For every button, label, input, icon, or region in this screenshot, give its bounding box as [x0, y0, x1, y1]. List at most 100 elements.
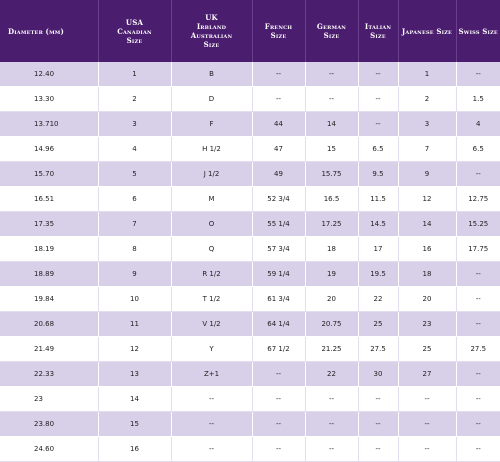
cell-german: 14: [305, 111, 359, 137]
header-row: Diameter (mm) USA Canadian Size UK Irbland A…: [0, 0, 500, 62]
cell-diameter: 12.40: [0, 62, 99, 87]
cell-italian: 9.5: [358, 161, 399, 187]
cell-french: 64 1/4: [252, 311, 306, 337]
cell-italian: 27.5: [358, 336, 399, 362]
header-text: Italian: [364, 22, 392, 31]
cell-german: 17.25: [305, 211, 359, 237]
header-french: French Size: [252, 0, 306, 62]
cell-usa-canadian: 7: [98, 211, 172, 237]
cell-swiss: --: [456, 161, 500, 187]
cell-swiss: 12.75: [456, 186, 500, 212]
cell-italian: --: [358, 386, 399, 412]
cell-french: 57 3/4: [252, 236, 306, 262]
cell-diameter: 18.19: [0, 236, 99, 262]
table-row: 17.35 7 O 55 1/4 17.25 14.5 14 15.25: [0, 211, 500, 237]
header-japanese: Japanese Size: [398, 0, 457, 62]
cell-french: 55 1/4: [252, 211, 306, 237]
table-body: 12.40 1 B -- -- -- 1 -- 13.30 2 D -- -- -- 2 1.5 13.710 3…: [0, 62, 500, 462]
cell-uk-ireland-australian: B: [171, 62, 253, 87]
header-usa-canadian: USA Canadian Size: [98, 0, 172, 62]
cell-diameter: 23.80: [0, 411, 99, 437]
cell-uk-ireland-australian: --: [171, 436, 253, 462]
cell-uk-ireland-australian: Q: [171, 236, 253, 262]
cell-usa-canadian: 1: [98, 62, 172, 87]
cell-french: 47: [252, 136, 306, 162]
cell-japanese: --: [398, 436, 457, 462]
cell-japanese: 2: [398, 86, 457, 112]
cell-diameter: 21.49: [0, 336, 99, 362]
cell-swiss: --: [456, 62, 500, 87]
cell-uk-ireland-australian: Y: [171, 336, 253, 362]
cell-german: 20.75: [305, 311, 359, 337]
header-uk-ireland-australian: UK Irbland Australian Size: [171, 0, 253, 62]
table-header: Diameter (mm) USA Canadian Size UK Irbland A…: [0, 0, 500, 62]
cell-swiss: 4: [456, 111, 500, 137]
cell-uk-ireland-australian: --: [171, 386, 253, 412]
cell-german: --: [305, 62, 359, 87]
cell-swiss: 17.75: [456, 236, 500, 262]
cell-swiss: 27.5: [456, 336, 500, 362]
cell-diameter: 20.68: [0, 311, 99, 337]
cell-french: --: [252, 62, 306, 87]
cell-french: --: [252, 361, 306, 387]
cell-usa-canadian: 9: [98, 261, 172, 287]
cell-german: 15: [305, 136, 359, 162]
cell-diameter: 13.30: [0, 86, 99, 112]
cell-italian: 14.5: [358, 211, 399, 237]
header-text: Canadian: [117, 26, 152, 36]
cell-uk-ireland-australian: O: [171, 211, 253, 237]
cell-japanese: 3: [398, 111, 457, 137]
cell-french: --: [252, 436, 306, 462]
header-text: Size: [323, 31, 340, 40]
table-row: 12.40 1 B -- -- -- 1 --: [0, 62, 500, 87]
cell-french: --: [252, 411, 306, 437]
header-text: German: [316, 22, 347, 31]
cell-italian: 25: [358, 311, 399, 337]
header-text: Swiss Size: [458, 26, 498, 36]
cell-german: 16.5: [305, 186, 359, 212]
cell-usa-canadian: 6: [98, 186, 172, 212]
table-row: 18.89 9 R 1/2 59 1/4 19 19.5 18 --: [0, 261, 500, 287]
cell-uk-ireland-australian: Z+1: [171, 361, 253, 387]
cell-swiss: --: [456, 386, 500, 412]
cell-french: --: [252, 86, 306, 112]
header-diameter: Diameter (mm): [0, 0, 99, 62]
cell-german: 22: [305, 361, 359, 387]
cell-usa-canadian: 4: [98, 136, 172, 162]
header-text: Size: [270, 31, 287, 40]
header-text: French: [264, 22, 293, 31]
cell-italian: --: [358, 436, 399, 462]
cell-japanese: 18: [398, 261, 457, 287]
cell-japanese: 25: [398, 336, 457, 362]
cell-japanese: 9: [398, 161, 457, 187]
cell-italian: 6.5: [358, 136, 399, 162]
table-row: 16.51 6 M 52 3/4 16.5 11.5 12 12.75: [0, 186, 500, 212]
header-text: Size: [370, 31, 386, 40]
cell-swiss: 6.5: [456, 136, 500, 162]
cell-diameter: 13.710: [0, 111, 99, 137]
table-row: 19.84 10 T 1/2 61 3/4 20 22 20 --: [0, 286, 500, 312]
header-text: UK: [205, 13, 218, 22]
cell-french: 67 1/2: [252, 336, 306, 362]
table-row: 23.80 15 -- -- -- -- -- --: [0, 411, 500, 437]
cell-italian: --: [358, 62, 399, 87]
cell-swiss: --: [456, 361, 500, 387]
cell-diameter: 14.96: [0, 136, 99, 162]
cell-italian: 19.5: [358, 261, 399, 287]
cell-diameter: 16.51: [0, 186, 99, 212]
cell-japanese: 16: [398, 236, 457, 262]
table-row: 14.96 4 H 1/2 47 15 6.5 7 6.5: [0, 136, 500, 162]
table-row: 22.33 13 Z+1 -- 22 30 27 --: [0, 361, 500, 387]
cell-diameter: 18.89: [0, 261, 99, 287]
cell-japanese: 12: [398, 186, 457, 212]
cell-french: --: [252, 386, 306, 412]
cell-usa-canadian: 14: [98, 386, 172, 412]
cell-usa-canadian: 16: [98, 436, 172, 462]
header-text: USA: [125, 17, 144, 27]
cell-italian: --: [358, 86, 399, 112]
cell-usa-canadian: 10: [98, 286, 172, 312]
table-row: 20.68 11 V 1/2 64 1/4 20.75 25 23 --: [0, 311, 500, 337]
cell-diameter: 24.60: [0, 436, 99, 462]
cell-german: 15.75: [305, 161, 359, 187]
